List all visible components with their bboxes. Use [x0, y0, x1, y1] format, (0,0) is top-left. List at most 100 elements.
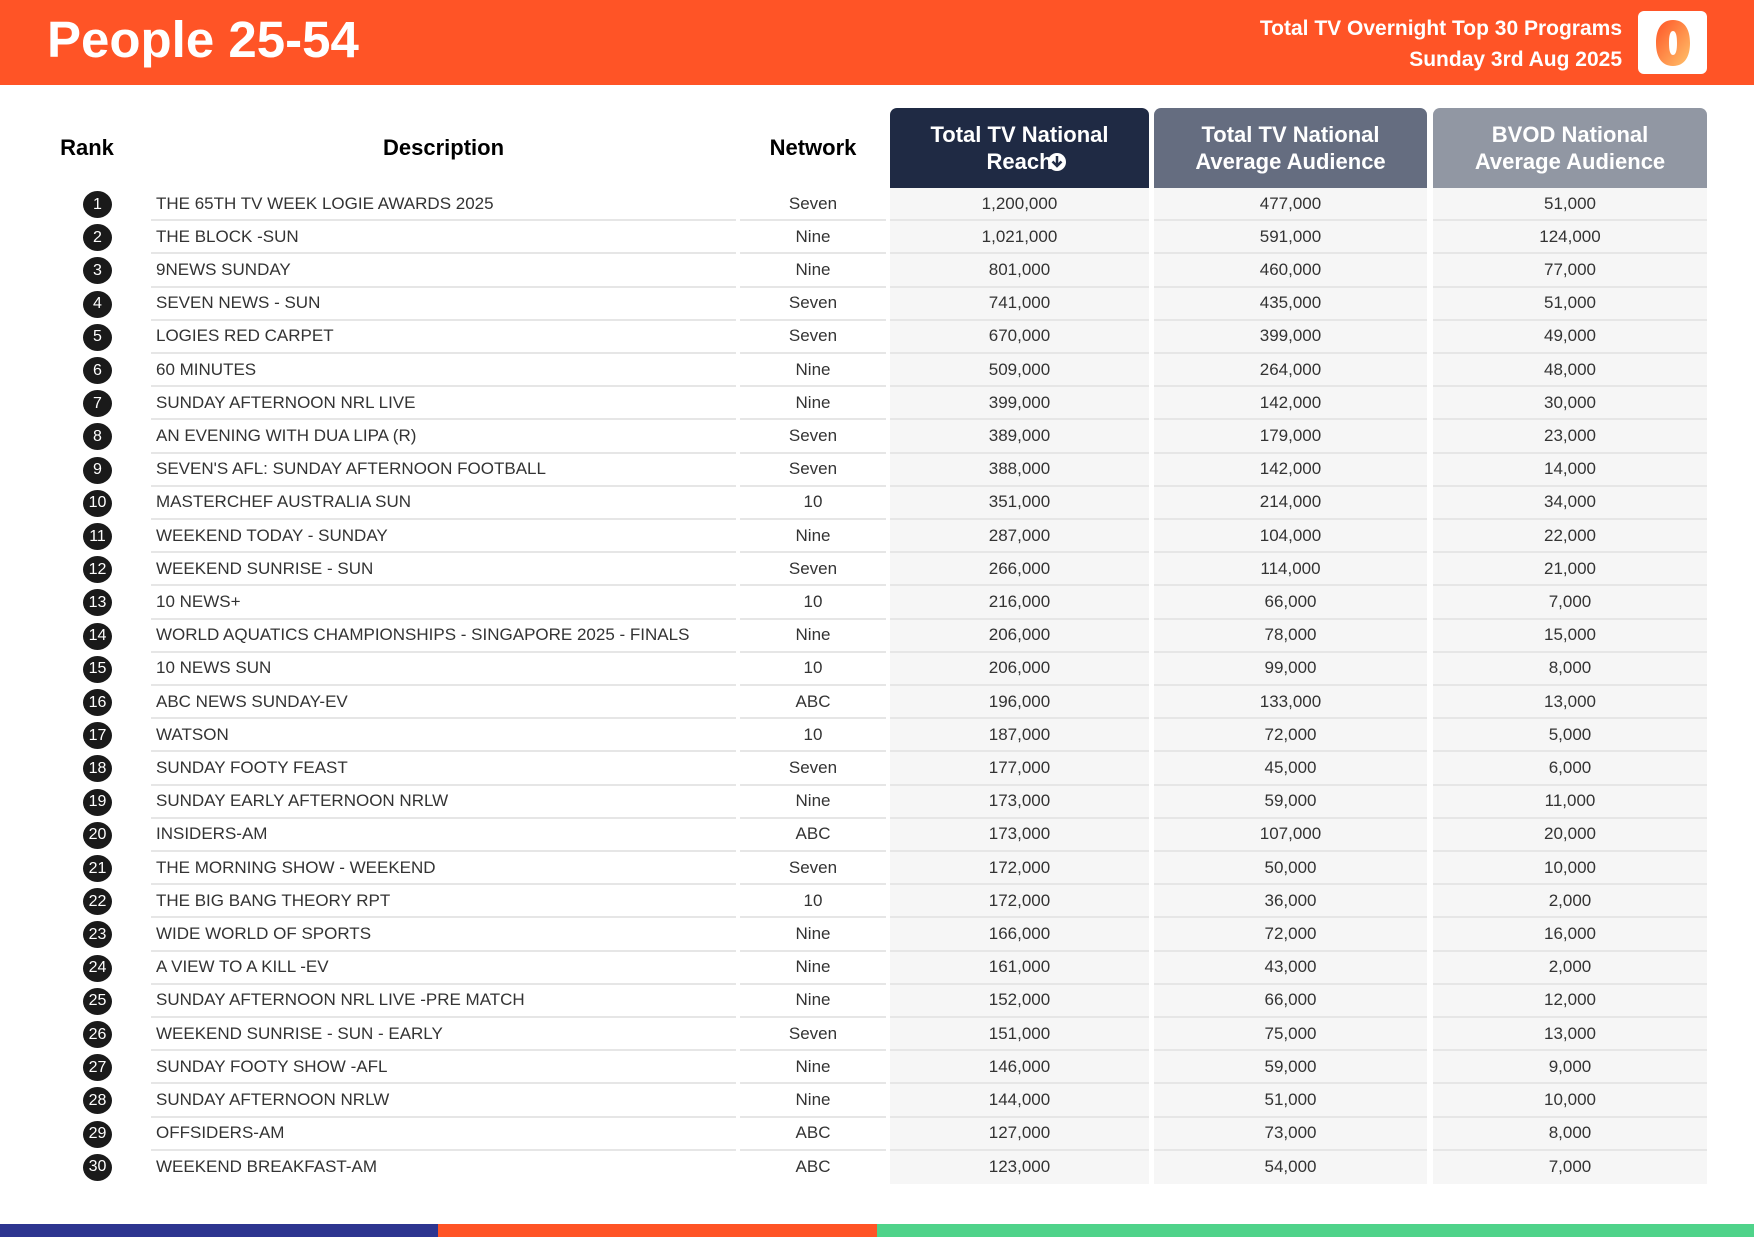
network-cell: Nine [740, 918, 886, 952]
avg-audience-cell: 72,000 [1154, 918, 1427, 952]
report-subtitle: Total TV Overnight Top 30 Programs Sunda… [1260, 13, 1622, 75]
rank-badge: 7 [83, 390, 112, 418]
bvod-cell: 12,000 [1433, 984, 1707, 1018]
rank-badge: 30 [83, 1153, 112, 1181]
network-cell: 10 [740, 586, 886, 620]
table-row: 14 WORLD AQUATICS CHAMPIONSHIPS - SINGAPO… [0, 619, 1754, 653]
program-description: WORLD AQUATICS CHAMPIONSHIPS - SINGAPORE… [151, 620, 736, 653]
bvod-cell: 8,000 [1433, 1117, 1707, 1151]
avg-audience-cell: 460,000 [1154, 254, 1427, 288]
network-cell: ABC [795, 1157, 831, 1177]
table-row: 17 WATSON 10 187,000 72,000 5,000 [0, 719, 1754, 753]
bvod-cell: 30,000 [1433, 387, 1707, 421]
program-description: 60 MINUTES [151, 354, 736, 388]
program-description: 9NEWS SUNDAY [151, 254, 736, 288]
table-row: 4 SEVEN NEWS - SUN Seven 741,000 435,000 51,0… [0, 287, 1754, 321]
avg-audience-cell: 59,000 [1154, 785, 1427, 819]
rank-badge: 1 [83, 191, 112, 218]
bvod-cell: 22,000 [1433, 520, 1707, 554]
program-description: SUNDAY FOOTY SHOW -AFL [151, 1051, 736, 1085]
table-row: 12 WEEKEND SUNRISE - SUN Seven 266,000 114,0… [0, 553, 1754, 587]
rank-badge: 3 [83, 257, 112, 285]
reach-cell: 196,000 [890, 686, 1149, 720]
footer-bar-green [877, 1224, 1754, 1237]
bvod-cell: 77,000 [1433, 254, 1707, 288]
avg-audience-cell: 43,000 [1154, 951, 1427, 985]
program-description: SUNDAY FOOTY FEAST [151, 752, 736, 786]
program-description: AN EVENING WITH DUA LIPA (R) [151, 420, 736, 454]
program-description: SUNDAY AFTERNOON NRL LIVE -PRE MATCH [151, 985, 736, 1018]
reach-cell: 801,000 [890, 254, 1149, 288]
reach-cell: 389,000 [890, 420, 1149, 454]
rank-badge: 6 [83, 357, 112, 384]
avg-audience-cell: 399,000 [1154, 320, 1427, 354]
avg-audience-cell: 99,000 [1154, 652, 1427, 686]
network-cell: Nine [740, 254, 886, 288]
footer-bar-orange [438, 1224, 877, 1237]
bvod-cell: 20,000 [1433, 818, 1707, 852]
network-cell: Seven [740, 1018, 886, 1052]
reach-cell: 670,000 [890, 320, 1149, 354]
rank-badge: 13 [83, 589, 112, 617]
reach-cell: 509,000 [890, 354, 1149, 388]
bvod-cell: 8,000 [1433, 652, 1707, 686]
bvod-cell: 10,000 [1433, 1084, 1707, 1118]
bvod-cell: 7,000 [1433, 1150, 1707, 1184]
avg-audience-cell: 72,000 [1154, 719, 1427, 753]
program-description: ABC NEWS SUNDAY-EV [151, 686, 736, 720]
rank-badge: 24 [83, 954, 112, 982]
column-header-reach[interactable]: Total TV National Reach [890, 108, 1149, 188]
table-row: 2 THE BLOCK -SUN Nine 1,021,000 591,000 124,0… [0, 221, 1754, 255]
rank-badge: 10 [83, 489, 112, 517]
program-description: SUNDAY AFTERNOON NRLW [151, 1084, 736, 1118]
reach-cell: 206,000 [890, 652, 1149, 686]
avg-audience-cell: 36,000 [1154, 885, 1427, 919]
network-cell: Nine [740, 620, 886, 653]
network-cell: Seven [740, 188, 886, 222]
network-cell: ABC [740, 686, 886, 720]
network-cell: Nine [740, 786, 886, 819]
column-header-rank: Rank [60, 135, 114, 160]
network-cell: Nine [740, 387, 886, 421]
rank-badge: 11 [83, 523, 112, 550]
network-cell: 10 [740, 719, 886, 753]
reach-cell: 152,000 [890, 984, 1149, 1018]
network-cell: Seven [740, 752, 886, 786]
table-row: 30 WEEKEND BREAKFAST-AM ABC 123,000 54,000 7,… [0, 1150, 1754, 1184]
table-row: 23 WIDE WORLD OF SPORTS Nine 166,000 72,000 1… [0, 918, 1754, 952]
table-row: 9 SEVEN'S AFL: SUNDAY AFTERNOON FOOTBALL S… [0, 453, 1754, 487]
rank-badge: 20 [83, 821, 112, 849]
rank-badge: 4 [83, 290, 112, 318]
column-header-avg-audience[interactable]: Total TV National Average Audience [1154, 108, 1427, 188]
program-description: WIDE WORLD OF SPORTS [151, 918, 736, 952]
program-description: SUNDAY EARLY AFTERNOON NRLW [151, 786, 736, 819]
program-description: WEEKEND SUNRISE - SUN [151, 553, 736, 587]
bvod-cell: 51,000 [1433, 287, 1707, 321]
table-row: 10 MASTERCHEF AUSTRALIA SUN 10 351,000 214,0… [0, 486, 1754, 520]
network-cell: ABC [740, 819, 886, 852]
reach-cell: 399,000 [890, 387, 1149, 421]
network-cell: Seven [740, 454, 886, 487]
avg-audience-cell: 54,000 [1154, 1150, 1427, 1184]
network-cell: Nine [740, 1084, 886, 1118]
table-row: 7 SUNDAY AFTERNOON NRL LIVE Nine 399,000 142… [0, 387, 1754, 421]
program-description: WEEKEND TODAY - SUNDAY [151, 520, 736, 554]
subtitle-line-2: Sunday 3rd Aug 2025 [1409, 48, 1622, 71]
reach-cell: 173,000 [890, 785, 1149, 819]
program-description: SUNDAY AFTERNOON NRL LIVE [151, 387, 736, 421]
network-cell: Nine [740, 520, 886, 554]
avg-audience-cell: 51,000 [1154, 1084, 1427, 1118]
table-row: 1 THE 65TH TV WEEK LOGIE AWARDS 2025 Seven… [0, 188, 1754, 222]
reach-cell: 1,200,000 [890, 188, 1149, 222]
column-header-bvod[interactable]: BVOD National Average Audience [1433, 108, 1707, 188]
rank-badge: 29 [83, 1120, 112, 1148]
avg-audience-cell: 179,000 [1154, 420, 1427, 454]
table-row: 3 9NEWS SUNDAY Nine 801,000 460,000 77,000 [0, 254, 1754, 288]
bvod-cell: 7,000 [1433, 586, 1707, 620]
bvod-cell: 16,000 [1433, 918, 1707, 952]
program-description: SEVEN NEWS - SUN [151, 288, 736, 321]
avg-audience-cell: 104,000 [1154, 520, 1427, 554]
table-row: 26 WEEKEND SUNRISE - SUN - EARLY Seven 151,… [0, 1018, 1754, 1052]
rank-badge: 5 [83, 323, 112, 351]
network-cell: Seven [740, 321, 886, 354]
